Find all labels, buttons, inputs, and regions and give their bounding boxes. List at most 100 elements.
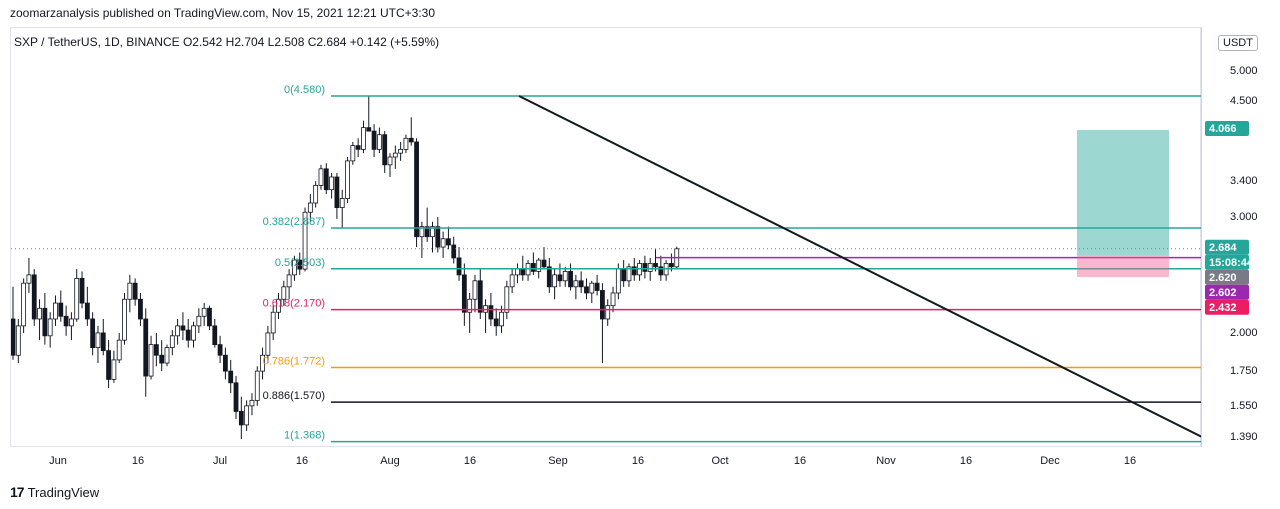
candle-body [111,359,117,380]
candle-body [297,259,303,270]
candle-body [499,311,504,327]
symbol-ohlc-legend: SXP / TetherUS, 1D, BINANCE O2.542 H2.70… [14,35,440,49]
candle-body [536,259,542,272]
candle-body [58,302,64,317]
time-tick-label: Jul [213,455,227,467]
candle-body [584,286,589,294]
price-label-badge [1205,254,1249,270]
candle-body [435,226,441,248]
time-axis[interactable]: Jun 16 Jul 16 Aug 16 Sep 16 Oct 16 Nov 16 Dec 16 [10,447,1201,472]
candle-body [568,271,573,288]
fib-level-label: 0.886(1.570) [263,390,325,402]
chart-plot-area[interactable]: 0(4.580) 0.382(2.887) 0.5(2.503) 0.618(2.17… [10,27,1202,447]
tradingview-logo-icon: 17 [10,484,25,500]
price-tick-label: 3.000 [1230,211,1258,223]
time-tick-label: Jun [49,455,67,467]
candle-body [610,292,616,307]
candle-body [669,263,674,268]
time-tick-label: 16 [632,455,644,467]
candle-body [414,141,419,238]
candle-body [366,127,372,132]
price-tick-label: 1.750 [1230,365,1258,377]
publisher-info: zoomarzanalysis published on TradingView… [10,6,436,20]
candle-body [446,238,451,246]
candle-body [302,211,308,270]
candle-body [334,176,340,208]
candle-body [504,286,510,313]
candle-body [621,268,627,282]
time-tick-label: Nov [876,455,896,467]
candle-body [345,160,350,199]
price-label-badge [1205,121,1249,137]
candle-body [37,307,42,320]
candle-body [307,202,313,213]
candle-body [47,318,53,337]
fib-level-label: 1(1.368) [284,430,325,442]
candle-body [350,145,356,162]
candlestick-chart: 0(4.580) 0.382(2.887) 0.5(2.503) 0.618(2.17… [11,84,1202,443]
position-target-zone [1077,130,1169,256]
candle-body [382,134,388,166]
currency-badge[interactable]: USDT [1218,35,1258,51]
candle-body [530,263,536,272]
price-tick-label: 1.550 [1230,400,1258,412]
candle-body [276,298,281,313]
candle-body [626,266,632,282]
candle-body [84,302,90,320]
candle-body [658,266,664,276]
candle-body [440,238,446,248]
candle-body [286,274,292,288]
price-tick-label: 3.400 [1230,175,1258,187]
candle-body [376,134,382,150]
candle-body [477,280,483,313]
candle-body [323,168,329,191]
candle-body [148,344,154,377]
candle-body [31,274,37,320]
candle-body [201,307,207,317]
candle-body [106,350,111,380]
candle-body [424,226,430,238]
candle-body [217,344,223,356]
candle-body [260,354,265,372]
candle-body [573,280,579,288]
price-tick-label: 5.000 [1230,65,1258,77]
candle-body [42,307,48,337]
candle-body [207,307,212,327]
price-label-text: 4.066 [1209,123,1237,135]
candle-body [451,244,457,259]
price-axis[interactable]: 1.390 1.550 1.750 2.000 3.000 3.400 4.500 5.000… [1201,27,1280,447]
candle-body [392,152,398,158]
candle-body [69,318,74,327]
candle-body [233,382,239,412]
candle-body [653,263,658,268]
time-tick-label: Sep [548,455,568,467]
price-label-text: 15:08:44 [1209,257,1254,269]
candle-body [318,168,324,186]
candle-body [292,259,297,276]
candle-body [488,305,494,320]
fib-level-label: 0.5(2.503) [275,257,325,269]
candle-body [467,298,473,313]
candle-body [90,318,96,349]
fib-level-label: 0.618(2.170) [263,298,325,310]
candle-body [578,280,584,288]
candle-body [615,268,621,294]
candle-body [169,335,175,349]
candle-body [408,137,414,143]
candle-body [456,257,462,276]
candle-body [238,411,244,426]
candle-body [387,156,393,166]
candle-body [371,130,377,150]
candle-body [515,268,520,276]
time-tick-label: 16 [132,455,144,467]
candle-body [222,354,228,372]
price-label-badge [1205,269,1249,285]
candle-body [164,347,170,364]
candle-body [159,354,165,364]
candle-body [153,344,159,356]
price-tick-label: 4.500 [1230,95,1258,107]
time-axis-labels: Jun 16 Jul 16 Aug 16 Sep 16 Oct 16 Nov 16 Dec 16 [49,455,1136,467]
candle-body [509,274,515,288]
time-tick-label: 16 [794,455,806,467]
candle-body [79,278,85,304]
